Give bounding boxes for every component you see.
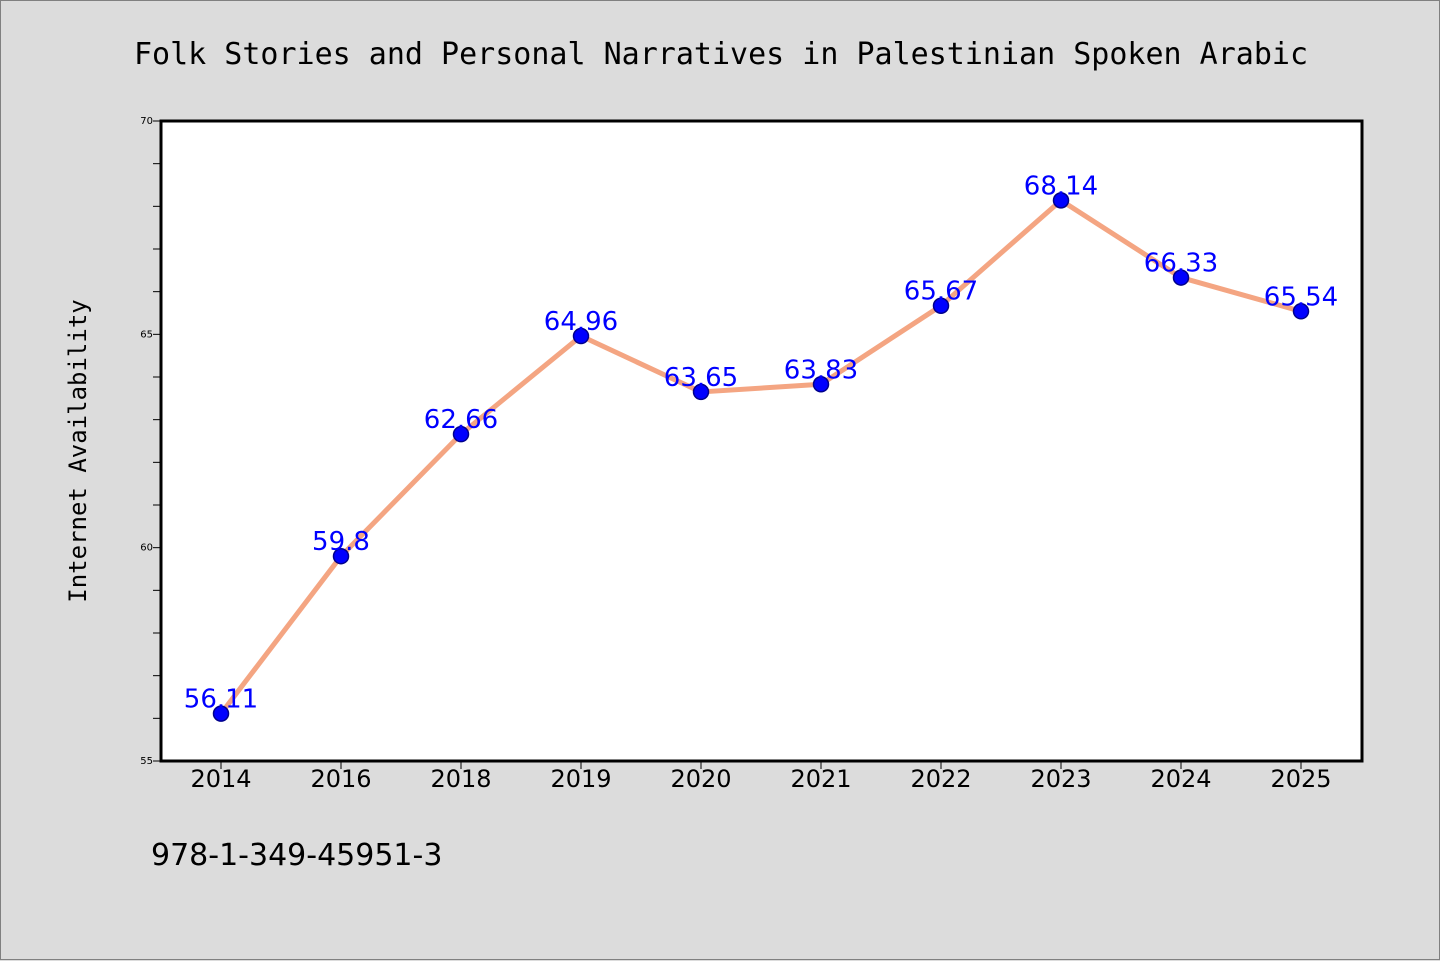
x-tick-label: 2018 xyxy=(430,765,491,793)
x-tick-label: 2023 xyxy=(1030,765,1091,793)
y-tick-label: 70 xyxy=(140,116,153,127)
y-tick-label: 60 xyxy=(140,543,153,554)
data-label: 65.67 xyxy=(904,277,978,307)
data-point xyxy=(1172,269,1190,286)
x-tick-label: 2014 xyxy=(190,765,251,793)
data-label: 64.96 xyxy=(544,307,618,337)
data-point xyxy=(572,327,590,345)
y-tick-label: 65 xyxy=(140,329,153,340)
y-axis: 55 60 65 70 xyxy=(140,116,161,767)
chart-title: Folk Stories and Personal Narratives in … xyxy=(134,37,1308,72)
x-axis: 2014 2016 2018 2019 2020 2021 2022 2023 2024 2025 xyxy=(190,761,1332,793)
data-label: 59.8 xyxy=(312,527,370,557)
data-label: 56.11 xyxy=(184,685,258,715)
data-point xyxy=(1292,303,1310,320)
data-point xyxy=(332,547,350,565)
x-tick-label: 2021 xyxy=(790,765,851,793)
data-label: 63.65 xyxy=(664,363,738,393)
x-tick-label: 2020 xyxy=(670,765,731,793)
x-tick-label: 2019 xyxy=(550,765,611,793)
x-tick-label: 2024 xyxy=(1150,765,1211,793)
data-point xyxy=(212,705,230,722)
plot-area xyxy=(159,119,1364,763)
data-point xyxy=(812,376,830,393)
data-point xyxy=(932,297,950,314)
data-label: 66.33 xyxy=(1144,249,1218,279)
data-point xyxy=(692,383,710,401)
series-layer: 56.11 59.8 62.66 64.96 63.65 63.83 65.67 68.14 6… xyxy=(184,171,1338,722)
y-axis-label: Internet Availability xyxy=(64,299,92,602)
data-label: 63.83 xyxy=(784,355,858,385)
y-tick-label: 55 xyxy=(140,756,153,767)
isbn-text: 978-1-349-45951-3 xyxy=(151,838,442,873)
data-point xyxy=(452,425,470,443)
data-label: 65.54 xyxy=(1264,282,1338,312)
data-label: 68.14 xyxy=(1024,171,1098,201)
series-line xyxy=(219,197,1302,716)
x-tick-label: 2025 xyxy=(1270,765,1331,793)
data-label: 62.66 xyxy=(424,405,498,435)
data-point xyxy=(1052,192,1070,209)
x-tick-label: 2022 xyxy=(910,765,971,793)
x-tick-label: 2016 xyxy=(310,765,371,793)
